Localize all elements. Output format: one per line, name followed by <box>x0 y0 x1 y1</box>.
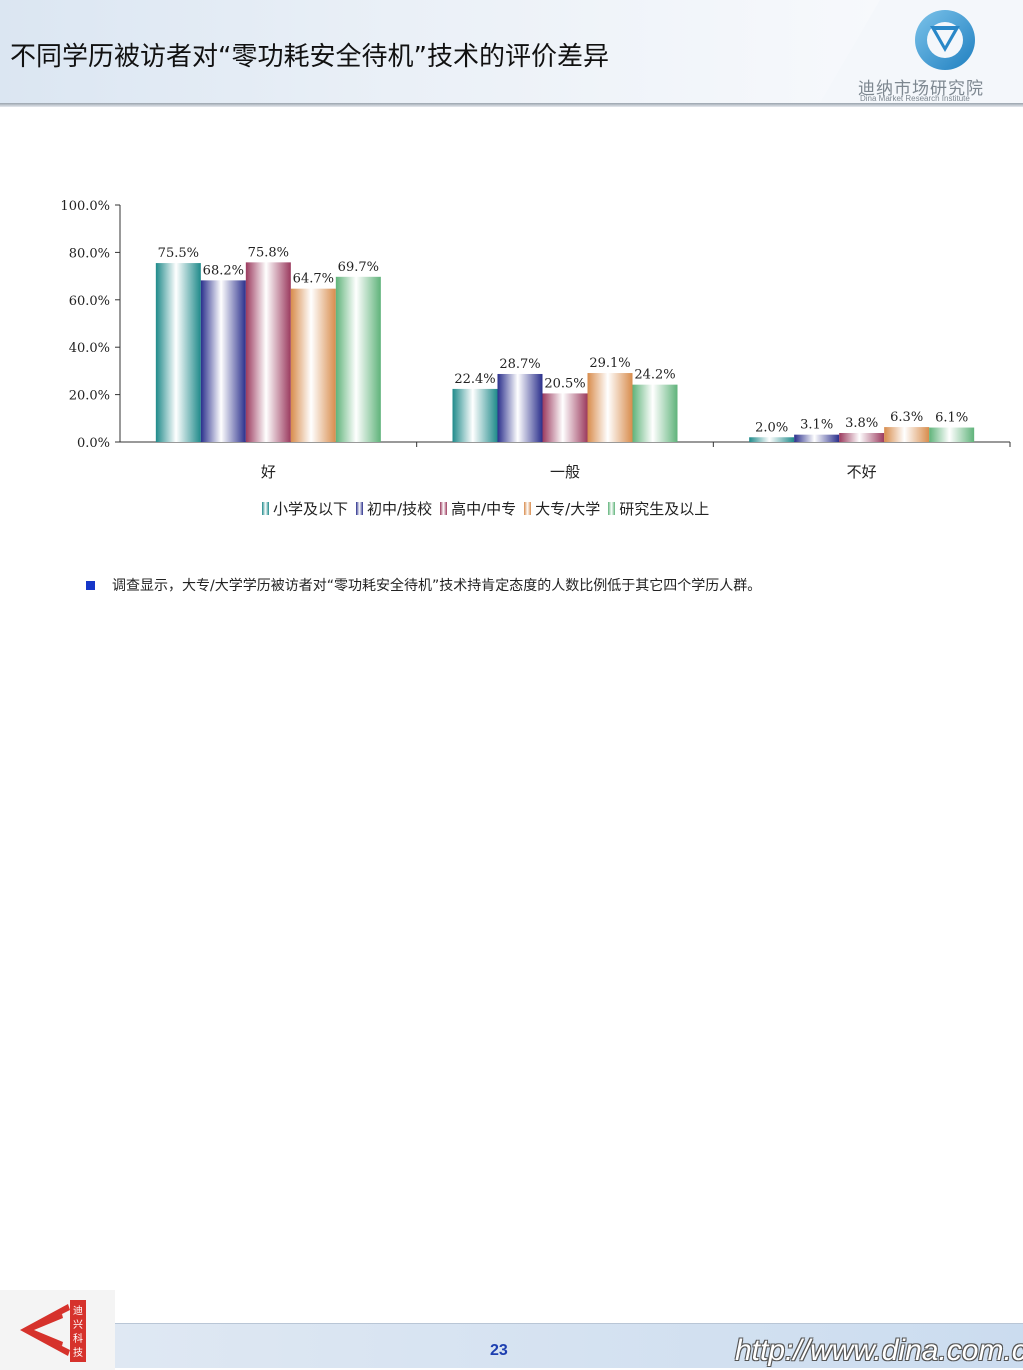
corner-logo-char-2: 兴 <box>73 1319 83 1331</box>
data-label: 3.1% <box>800 418 833 433</box>
bar-chart: 0.0% 20.0% 40.0% 60.0% 80.0% 100.0% 好 75.5% 68.2… <box>60 199 1011 481</box>
data-label: 29.1% <box>589 356 630 371</box>
legend-item: 高中/中专 <box>440 498 516 519</box>
bar <box>290 288 336 442</box>
bar <box>839 432 885 442</box>
data-label: 64.7% <box>293 272 334 287</box>
bar <box>452 388 498 442</box>
y-tick-label: 100.0% <box>60 199 110 214</box>
y-tick-label: 60.0% <box>69 294 110 309</box>
bar <box>929 427 975 442</box>
data-label: 75.5% <box>158 246 199 261</box>
legend-item: 大专/大学 <box>524 498 600 519</box>
legend-swatch <box>524 501 532 515</box>
legend-label: 高中/中专 <box>451 499 517 518</box>
bar <box>200 280 246 442</box>
slide-header: 不同学历被访者对“零功耗安全待机”技术的评价差异 迪纳市场研究院 Dina Ma… <box>0 0 1023 110</box>
legend-label: 小学及以下 <box>273 499 349 518</box>
bar <box>794 434 840 442</box>
logo-text: 迪纳市场研究院 <box>858 79 984 99</box>
legend-label: 大专/大学 <box>535 499 601 518</box>
bar <box>245 262 291 442</box>
bar <box>335 276 381 442</box>
bar <box>587 373 633 442</box>
bar <box>155 263 201 442</box>
legend-label: 初中/技校 <box>367 499 433 518</box>
data-label: 3.8% <box>845 416 878 431</box>
y-tick-label: 0.0% <box>77 436 110 451</box>
legend-item: 小学及以下 <box>262 498 348 519</box>
corner-logo-char-1: 迪 <box>73 1305 83 1317</box>
legend-swatch <box>440 501 448 515</box>
dina-logo-icon <box>915 10 975 70</box>
chart-legend: 小学及以下 初中/技校 高中/中专 大专/大学 研究生及以上 <box>262 498 709 518</box>
category-label: 一般 <box>550 463 580 481</box>
y-tick-label: 80.0% <box>69 246 110 261</box>
legend-swatch <box>356 501 364 515</box>
bar <box>749 437 795 442</box>
category-label: 好 <box>261 463 276 481</box>
y-tick-label: 40.0% <box>69 341 110 356</box>
data-label: 28.7% <box>499 357 540 372</box>
data-label: 22.4% <box>454 372 495 387</box>
bar <box>542 393 588 442</box>
header-rule <box>0 103 1023 107</box>
logo-subtitle: Dina Market Research Institute <box>860 94 970 103</box>
slide-title: 不同学历被访者对“零功耗安全待机”技术的评价差异 <box>10 42 609 72</box>
category-label: 不好 <box>847 463 877 481</box>
corner-logo-char-4: 技 <box>73 1346 83 1359</box>
bar <box>884 427 930 442</box>
website-url: http://www.dina.com.cn <box>735 1334 1023 1367</box>
data-label: 68.2% <box>203 263 244 278</box>
data-label: 75.8% <box>248 245 289 260</box>
page-number: 23 <box>490 1342 508 1359</box>
data-label: 6.1% <box>935 411 968 426</box>
legend-label: 研究生及以上 <box>619 499 710 518</box>
finding-note: 调查显示，大专/大学学历被访者对“零功耗安全待机”技术持肯定态度的人数比例低于其… <box>112 578 762 594</box>
data-label: 69.7% <box>338 260 379 275</box>
corner-logo-char-3: 科 <box>73 1332 83 1345</box>
y-tick-label: 20.0% <box>69 389 110 404</box>
legend-item: 研究生及以上 <box>608 498 709 519</box>
data-label: 6.3% <box>890 410 923 425</box>
data-label: 20.5% <box>544 376 585 391</box>
data-label: 2.0% <box>755 420 788 435</box>
slide-footer: 迪 兴 科 技 23 http://www.dina.com.cn <box>0 662 1023 1370</box>
bullet-square-icon <box>86 581 95 590</box>
data-label: 24.2% <box>634 368 675 383</box>
corner-company-logo-icon: 迪 兴 科 技 <box>0 1290 115 1370</box>
header-band <box>0 0 880 103</box>
legend-swatch <box>608 501 616 515</box>
legend-item: 初中/技校 <box>356 498 432 519</box>
bar <box>632 384 678 442</box>
legend-swatch <box>262 501 269 515</box>
bar <box>497 373 543 442</box>
